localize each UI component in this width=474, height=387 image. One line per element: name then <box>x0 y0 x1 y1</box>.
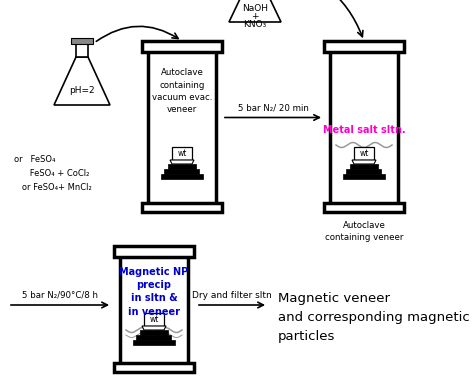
Text: NaOH: NaOH <box>242 4 268 13</box>
Polygon shape <box>232 5 278 20</box>
Text: 5 bar N₂/90°C/8 h: 5 bar N₂/90°C/8 h <box>22 291 98 300</box>
Bar <box>346 169 382 174</box>
Bar <box>142 41 222 52</box>
Text: +: + <box>251 12 259 21</box>
Bar <box>168 164 196 169</box>
Text: Magnetic NP
precip
in sltn &
in veneer: Magnetic NP precip in sltn & in veneer <box>119 267 189 317</box>
Bar <box>330 50 398 205</box>
Bar <box>161 174 203 179</box>
Bar <box>143 204 221 211</box>
Text: pH=2: pH=2 <box>69 86 95 95</box>
Bar <box>350 164 378 169</box>
Bar <box>148 50 216 205</box>
Polygon shape <box>170 160 194 164</box>
Text: Autoclave
containing veneer: Autoclave containing veneer <box>325 221 403 243</box>
Text: wt: wt <box>149 315 159 324</box>
Polygon shape <box>229 0 281 22</box>
Polygon shape <box>54 57 110 105</box>
Bar <box>343 174 385 179</box>
Bar <box>144 313 164 326</box>
Bar <box>120 255 188 365</box>
Text: KNO₃: KNO₃ <box>243 20 266 29</box>
Text: 5 bar N₂/ 20 min: 5 bar N₂/ 20 min <box>237 103 309 113</box>
Bar <box>164 169 200 174</box>
Bar <box>140 330 168 335</box>
Bar <box>114 246 194 257</box>
Bar <box>354 147 374 160</box>
Polygon shape <box>352 160 376 164</box>
Bar <box>115 247 193 255</box>
Bar <box>114 363 194 372</box>
Text: or   FeSO₄
      FeSO₄ + CoCl₂
   or FeSO₄+ MnCl₂: or FeSO₄ FeSO₄ + CoCl₂ or FeSO₄+ MnCl₂ <box>14 155 92 192</box>
Bar <box>324 203 404 212</box>
Text: Metal salt sltn.: Metal salt sltn. <box>323 125 405 135</box>
Bar <box>324 41 404 52</box>
Text: Autoclave
containing
vacuum evac.
veneer: Autoclave containing vacuum evac. veneer <box>152 68 212 115</box>
Bar <box>71 38 93 44</box>
Text: Magnetic veneer
and corresponding magnetic
particles: Magnetic veneer and corresponding magnet… <box>278 292 470 343</box>
Bar <box>76 43 88 57</box>
Bar <box>172 147 192 160</box>
Text: wt: wt <box>177 149 187 158</box>
Text: wt: wt <box>359 149 369 158</box>
Bar <box>143 42 221 50</box>
Bar <box>142 203 222 212</box>
Text: Dry and filter sltn: Dry and filter sltn <box>192 291 272 300</box>
Bar <box>325 42 403 50</box>
Bar <box>137 335 172 340</box>
Bar <box>115 364 193 370</box>
Bar <box>325 204 403 211</box>
Polygon shape <box>57 87 107 103</box>
Bar <box>133 340 175 345</box>
Polygon shape <box>142 326 166 330</box>
